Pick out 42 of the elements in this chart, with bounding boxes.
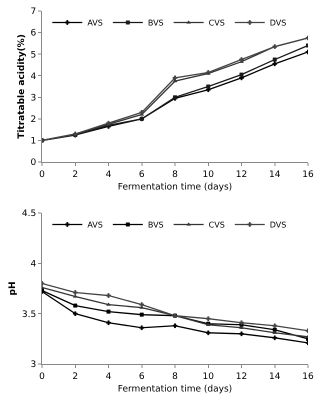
x-tick-label: 4 [106, 372, 112, 382]
y-tick-label: 3 [30, 360, 36, 370]
y-tick-label: 4 [30, 259, 36, 270]
y-tick-label: 7 [30, 7, 36, 18]
legend-label: AVS [87, 18, 103, 28]
x-tick-label: 2 [72, 372, 78, 382]
y-tick-label: 0 [30, 158, 36, 168]
y-tick-label: 4 [30, 72, 36, 82]
y-axis-title: pH [8, 282, 18, 296]
legend-label: DVS [270, 18, 286, 28]
x-tick-label: 0 [39, 372, 46, 382]
legend-label: AVS [87, 220, 103, 230]
y-tick-label: 5 [30, 50, 36, 60]
x-tick-label: 2 [72, 170, 78, 180]
x-tick-label: 0 [39, 170, 46, 180]
legend-label: DVS [270, 220, 286, 230]
x-tick-label: 12 [236, 170, 248, 180]
x-tick-label: 14 [269, 372, 281, 382]
y-tick-label: 3 [30, 93, 36, 104]
legend-label: CVS [208, 220, 225, 230]
x-tick-label: 6 [138, 170, 145, 180]
y-tick-label: 6 [30, 28, 36, 39]
x-tick-label: 8 [172, 170, 178, 180]
x-tick-label: 10 [202, 372, 214, 382]
x-tick-label: 16 [302, 372, 314, 382]
legend-label: CVS [208, 18, 225, 28]
x-tick-label: 16 [302, 170, 314, 180]
x-axis-title: Fermentation time (days) [118, 182, 232, 193]
x-tick-label: 8 [172, 372, 178, 382]
x-tick-label: 14 [269, 170, 281, 180]
y-tick-label: 4.5 [22, 209, 36, 220]
legend-label: BVS [148, 18, 164, 28]
x-tick-label: 10 [202, 170, 214, 180]
x-tick-label: 6 [138, 372, 145, 382]
x-tick-label: 12 [236, 372, 248, 382]
y-tick-label: 2 [30, 115, 36, 126]
x-axis-title: Fermentation time (days) [118, 384, 232, 395]
y-tick-label: 1 [30, 136, 36, 147]
y-axis-title: Titratable acidity(%) [16, 34, 27, 139]
legend-label: BVS [148, 220, 164, 230]
y-tick-label: 3.5 [22, 310, 36, 320]
x-tick-label: 4 [106, 170, 112, 180]
